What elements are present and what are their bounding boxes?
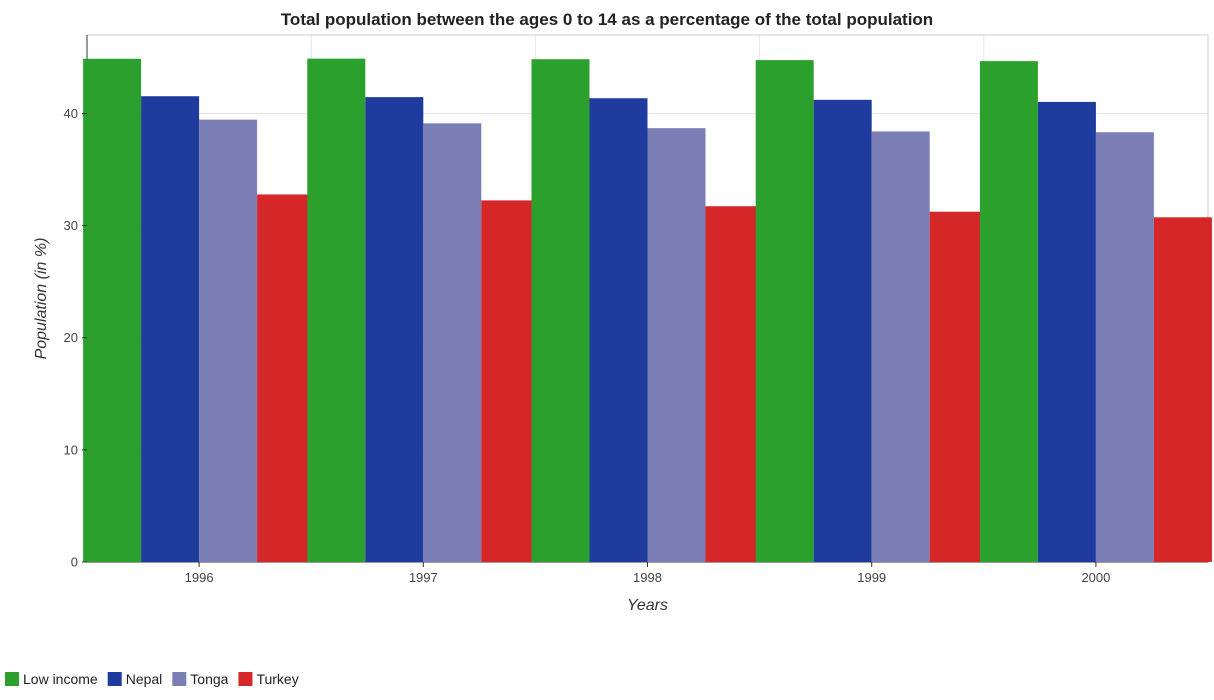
legend: Low income Nepal Tonga Turkey [5,671,299,687]
bar-turkey-1997 [481,200,540,562]
bar-tonga-1998 [647,128,706,562]
x-axis-label: Years [627,597,668,614]
bar-low-income-1998 [531,59,590,562]
legend-label: Nepal [126,671,163,687]
y-tick-label: 10 [64,442,78,457]
bar-nepal-2000 [1037,101,1096,562]
x-tick-label: 1996 [185,570,214,585]
x-tick-label: 1997 [409,570,438,585]
legend-label: Turkey [256,671,298,687]
bar-nepal-1997 [365,97,424,563]
bar-low-income-2000 [979,61,1038,563]
x-axis-ticks: 1996 1997 1998 1999 2000 [185,562,1110,585]
y-tick-label: 20 [64,330,78,345]
bar-turkey-1999 [929,211,988,562]
legend-swatch [238,672,253,686]
x-tick-label: 1999 [857,570,886,585]
y-axis-ticks: 0 10 20 30 40 [64,106,87,570]
y-tick-label: 30 [64,218,78,233]
legend-swatch [5,672,19,686]
x-tick-label: 1998 [633,570,662,585]
bar-turkey-1998 [705,206,764,562]
bar-tonga-1996 [199,119,258,563]
y-tick-label: 40 [64,106,78,121]
bar-nepal-1996 [141,96,200,562]
bars [83,58,1212,563]
bar-tonga-1997 [423,123,482,562]
legend-swatch [107,672,122,686]
legend-swatch [172,672,187,686]
bar-tonga-2000 [1095,132,1154,563]
bar-low-income-1997 [307,58,366,562]
chart-title: Total population between the ages 0 to 1… [281,10,933,29]
bar-low-income-1999 [755,60,814,562]
bar-tonga-1999 [871,131,930,562]
x-tick-label: 2000 [1081,570,1110,585]
bar-nepal-1999 [813,99,872,562]
y-tick-label: 0 [71,555,78,570]
bar-turkey-1996 [257,194,316,562]
legend-label: Tonga [190,671,228,687]
bar-turkey-2000 [1153,217,1212,562]
bar-low-income-1996 [83,58,142,563]
y-axis-label: Population (in %) [33,238,50,360]
legend-label: Low income [23,671,98,687]
bar-nepal-1998 [589,98,648,563]
